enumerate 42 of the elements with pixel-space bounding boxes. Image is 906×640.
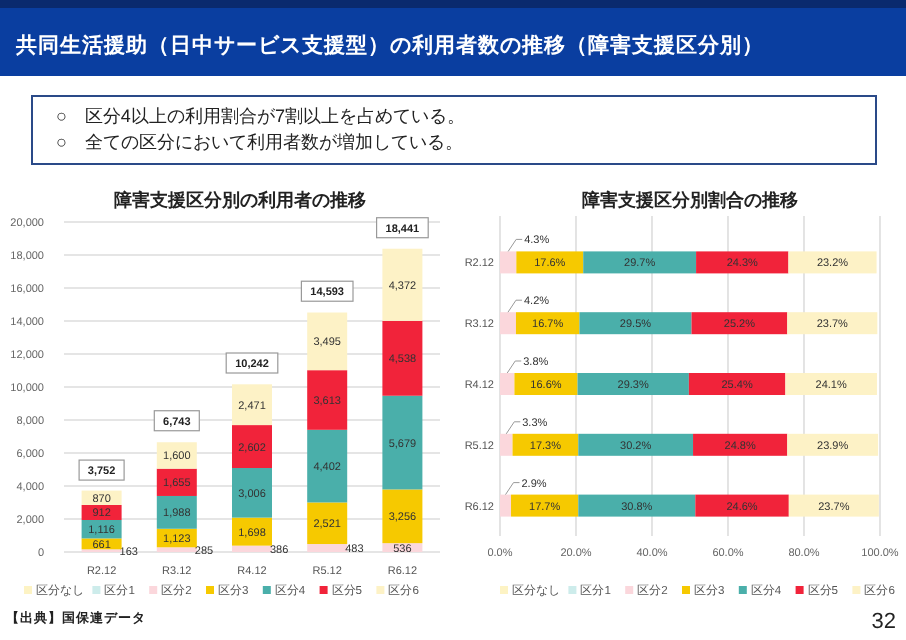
bar: [579, 312, 692, 335]
bar: [516, 251, 584, 274]
bar: [307, 429, 348, 503]
bar: [307, 502, 348, 545]
bar: [788, 251, 877, 274]
bar: [514, 373, 578, 395]
bar: [382, 320, 423, 396]
bar: [307, 312, 348, 371]
bar: [787, 433, 879, 456]
bar: [232, 468, 272, 518]
bar: [500, 373, 515, 395]
bar: [382, 395, 423, 490]
chart-title: 障害支援区分別割合の推移: [582, 190, 798, 210]
text: 共同生活援助（日中サービス支援型）の利用者数の推移（障害支援区分別）: [14, 32, 764, 58]
bar: [500, 251, 517, 274]
bar: [693, 433, 788, 456]
bar: [696, 251, 789, 274]
bar: [688, 373, 786, 395]
chart-title: 障害支援区分別の利用者の推移: [114, 190, 366, 210]
bar: [500, 433, 513, 456]
bar: [578, 494, 696, 517]
text: 32: [871, 610, 896, 634]
bar: [785, 373, 877, 395]
bar: [232, 545, 272, 552]
bar: [691, 312, 788, 335]
bar: [788, 494, 879, 517]
bar: [787, 312, 878, 335]
text: ○ 区分4以上の利用割合が7割以上を占めている。: [56, 106, 465, 126]
bar: [500, 494, 512, 517]
bar: [232, 384, 272, 426]
bar: [232, 425, 272, 469]
bar: [382, 489, 423, 544]
bar: [307, 544, 348, 552]
bar: [382, 248, 423, 321]
bar: [695, 494, 789, 517]
bar: [500, 312, 516, 335]
bar: [578, 433, 694, 456]
bar: [577, 373, 689, 395]
bar: [307, 370, 348, 430]
bar: [511, 494, 579, 517]
bar: [583, 251, 697, 274]
text: ○ 全ての区分において利用者数が増加している。: [56, 132, 463, 152]
